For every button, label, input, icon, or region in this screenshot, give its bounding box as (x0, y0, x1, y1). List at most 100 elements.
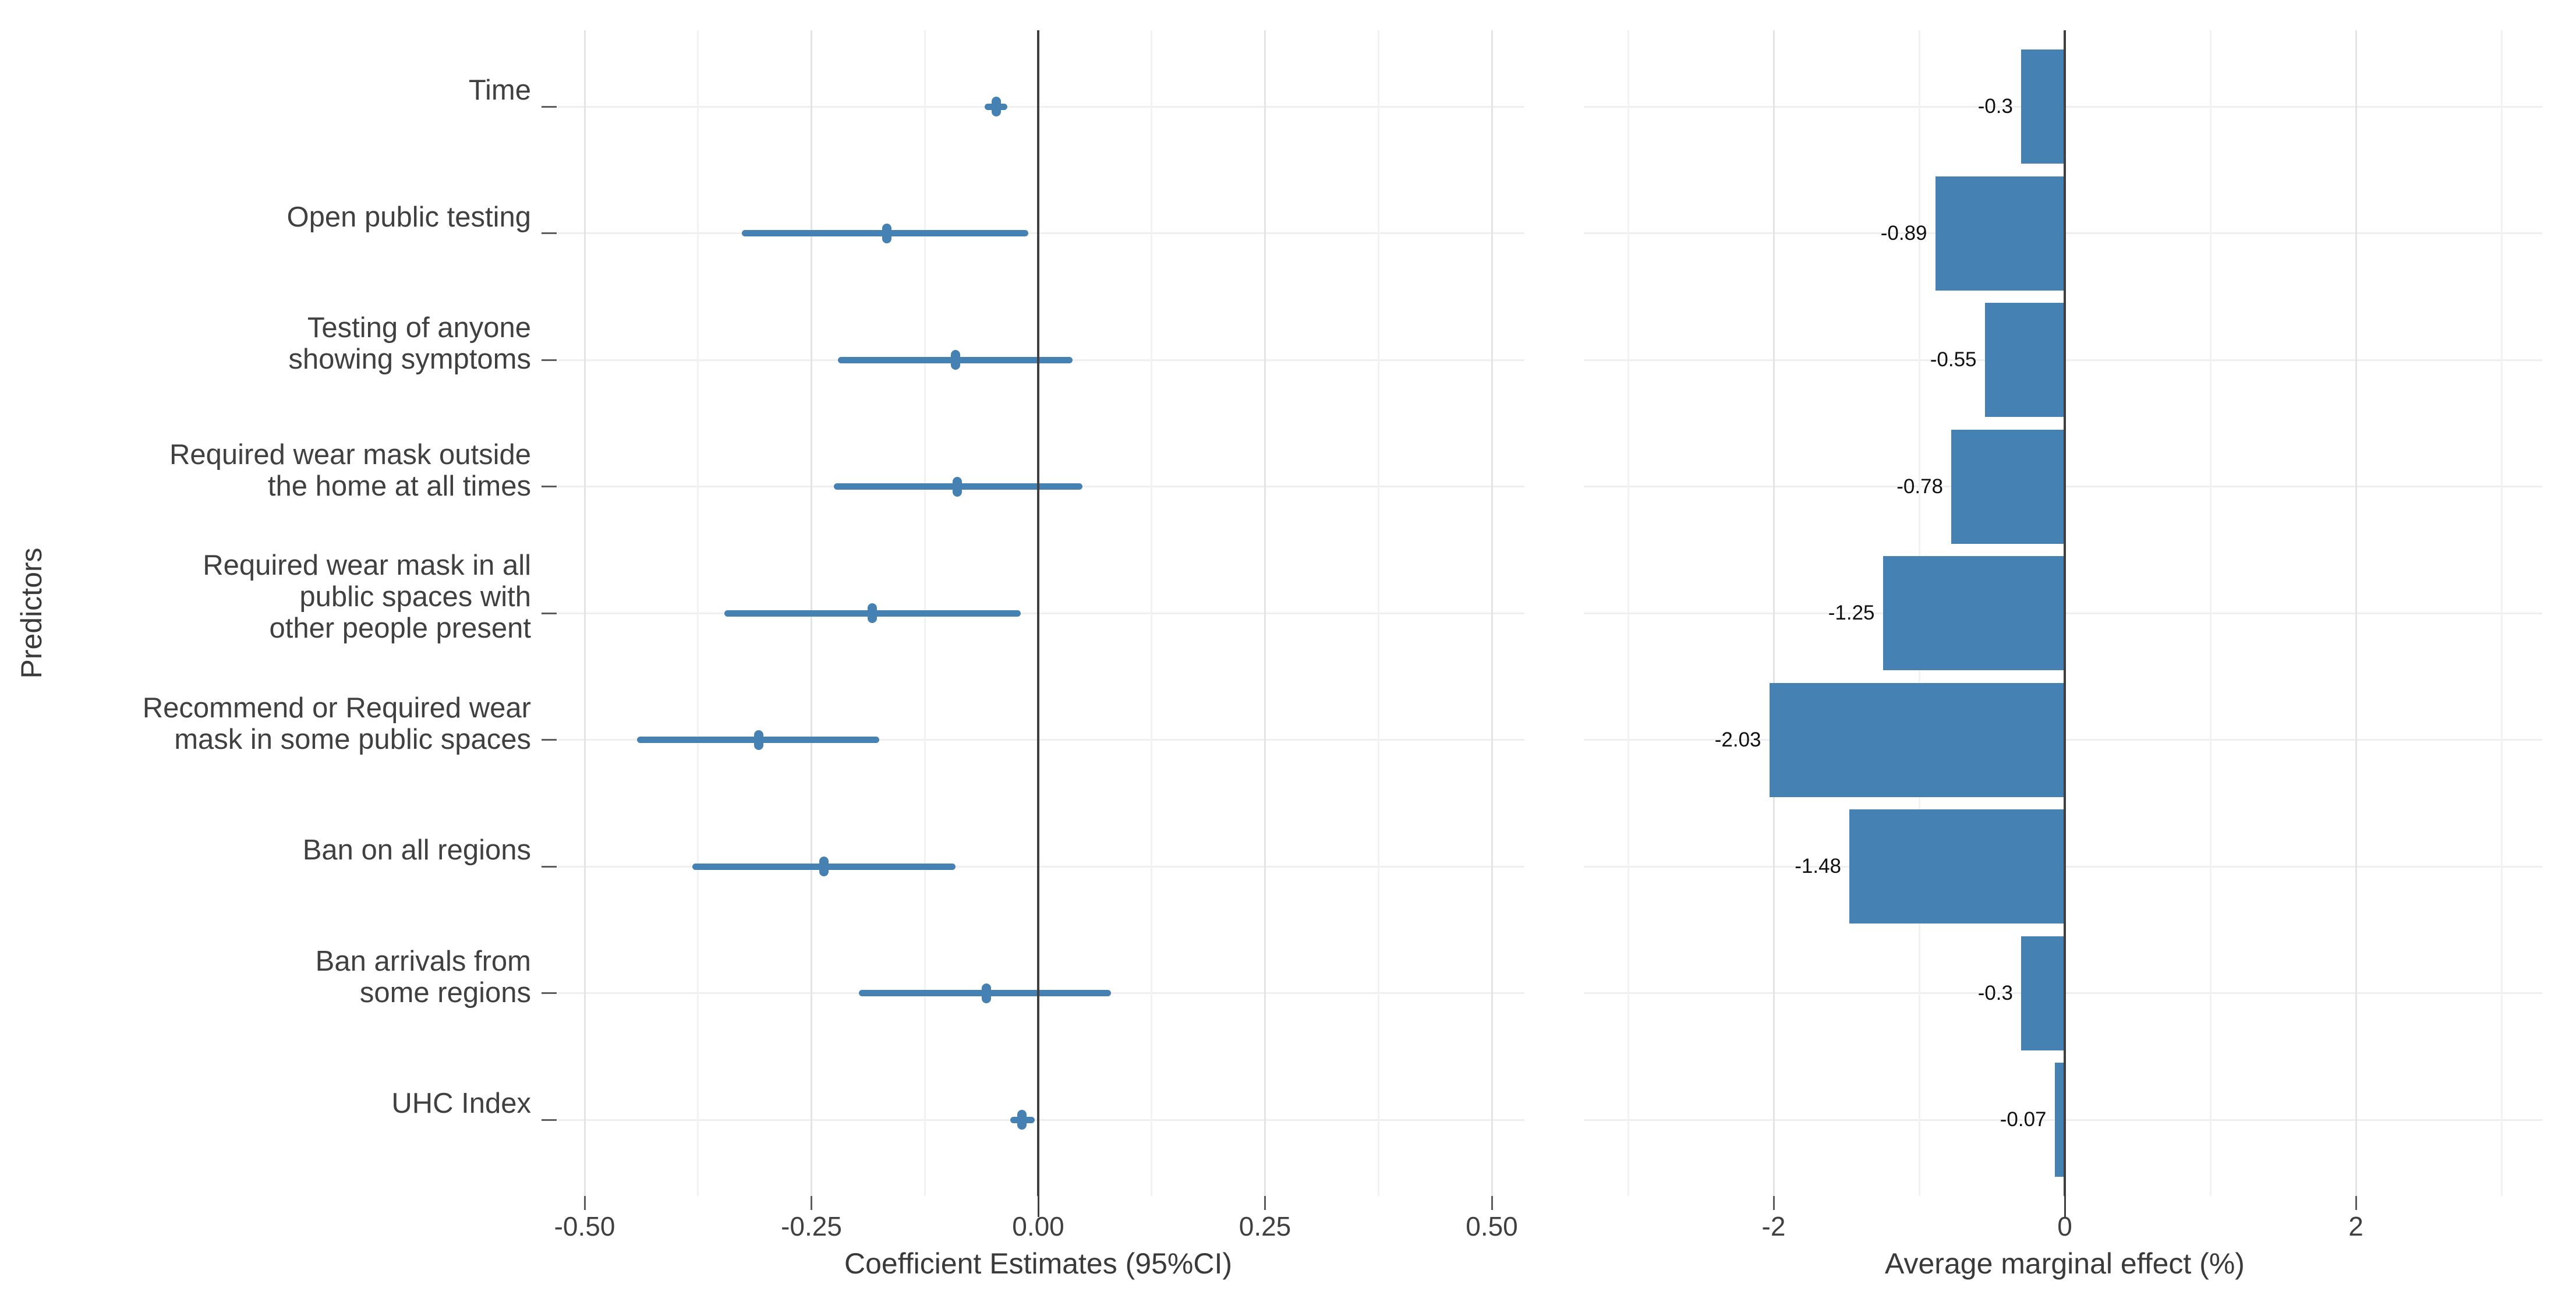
horizontal-gridline (558, 612, 1524, 614)
major-gridline (1772, 30, 1775, 1196)
major-gridline (2355, 30, 2357, 1196)
right-x-axis-title: Average marginal effect (%) (1885, 1247, 2245, 1280)
minor-gridline (1377, 30, 1379, 1196)
bar (1951, 429, 2065, 544)
bar-value-label: -0.3 (1977, 95, 2013, 118)
left-x-axis-title: Coefficient Estimates (95%CI) (844, 1247, 1232, 1280)
point-estimate-marker (882, 223, 891, 243)
bar-value-label: -1.25 (1828, 601, 1875, 624)
category-label-line: Ban arrivals from (315, 945, 531, 977)
major-gridline (1264, 30, 1266, 1196)
x-axis-tick-label: 0.25 (1239, 1211, 1291, 1241)
category-label-line: Recommend or Required wear (142, 692, 531, 724)
category-label-line: showing symptoms (288, 344, 531, 375)
x-axis-tick (583, 1196, 586, 1210)
x-axis-tick-label: 0.00 (1012, 1211, 1064, 1241)
point-estimate-marker (819, 857, 829, 876)
x-axis-tick (1264, 1196, 1266, 1210)
x-axis-tick-label: 2 (2348, 1211, 2363, 1241)
point-estimate-marker (1017, 1110, 1027, 1130)
category-label: Ban on all regions (30, 834, 531, 866)
category-label: UHC Index (30, 1088, 531, 1119)
x-axis-tick-label: 0 (2057, 1211, 2072, 1241)
x-axis-tick-label: -0.50 (554, 1211, 615, 1241)
minor-gridline (1627, 30, 1629, 1196)
zero-reference-line (1037, 30, 1039, 1196)
category-label-line: Open public testing (286, 201, 532, 233)
bar-value-label: -2.03 (1714, 728, 1761, 751)
point-estimate-marker (867, 603, 877, 623)
category-label-line: other people present (269, 613, 532, 644)
category-label: Testing of anyone showing symptoms (30, 312, 531, 375)
x-axis-tick-label: -2 (1761, 1211, 1786, 1241)
major-gridline (583, 30, 586, 1196)
category-label-line: mask in some public spaces (174, 723, 531, 755)
bar-value-label: -0.89 (1880, 221, 1927, 245)
category-label-line: Ban on all regions (302, 834, 531, 866)
minor-gridline (1151, 30, 1153, 1196)
category-label: Ban arrivals from some regions (30, 946, 531, 1009)
category-label: Open public testing (30, 201, 532, 233)
horizontal-gridline (558, 865, 1524, 868)
bar (2021, 49, 2065, 164)
bar-value-label: -1.48 (1795, 855, 1841, 878)
bar (1984, 303, 2065, 417)
x-axis-tick (1772, 1196, 1775, 1210)
category-label-line: some regions (359, 976, 531, 1009)
category-label: Required wear mask in all public spaces w… (30, 550, 531, 644)
y-axis-tick (542, 739, 557, 741)
point-estimate-marker (953, 476, 963, 497)
y-axis-tick (542, 486, 557, 487)
x-axis-tick (2064, 1196, 2066, 1217)
y-axis-tick (542, 865, 557, 868)
minor-gridline (2209, 30, 2211, 1196)
y-axis-tick (542, 992, 557, 994)
horizontal-gridline (558, 105, 1524, 108)
bar (1849, 809, 2065, 924)
x-axis-tick (811, 1196, 812, 1210)
point-estimate-marker (951, 350, 961, 370)
category-label-line: Testing of anyone (307, 312, 531, 344)
y-axis-tick (542, 1119, 557, 1121)
category-label-line: Required wear mask outside (169, 438, 531, 470)
coefficient-estimates-panel (558, 30, 1524, 1196)
bar (2021, 936, 2065, 1050)
bar-value-label: -0.07 (2000, 1108, 2047, 1131)
horizontal-gridline (558, 739, 1524, 741)
point-estimate-marker (982, 983, 992, 1003)
bar (1769, 682, 2065, 797)
x-axis-tick (1491, 1196, 1493, 1210)
bar-value-label: -0.3 (1977, 981, 2013, 1004)
minor-gridline (697, 30, 699, 1196)
y-axis-tick (542, 359, 557, 361)
average-marginal-effect-panel (1584, 30, 2542, 1196)
horizontal-gridline (558, 1119, 1524, 1121)
point-estimate-marker (754, 730, 764, 750)
zero-reference-line (2064, 30, 2066, 1196)
point-estimate-marker (992, 97, 1002, 116)
bar (1935, 176, 2065, 291)
category-label: Required wear mask outside the home at al… (30, 439, 531, 502)
horizontal-gridline (558, 232, 1524, 234)
category-label-line: Required wear mask in all (203, 550, 531, 581)
major-gridline (1491, 30, 1493, 1196)
category-label-line: Time (468, 75, 531, 106)
category-label: Recommend or Required wear mask in some p… (30, 692, 531, 755)
bar-value-label: -0.55 (1930, 348, 1977, 371)
y-axis-tick (542, 612, 557, 614)
bar (2054, 1063, 2065, 1177)
category-label-line: public spaces with (299, 581, 531, 613)
bar-value-label: -0.78 (1896, 475, 1943, 498)
x-axis-tick (1037, 1196, 1039, 1217)
category-label-line: UHC Index (391, 1088, 531, 1119)
x-axis-tick-label: -0.25 (781, 1211, 842, 1241)
bar (1883, 556, 2065, 670)
x-axis-tick (2355, 1196, 2357, 1210)
x-axis-tick-label: 0.50 (1466, 1211, 1518, 1241)
y-axis-tick (542, 105, 557, 108)
category-label: Time (30, 75, 531, 106)
category-label-line: the home at all times (267, 470, 531, 502)
minor-gridline (2500, 30, 2503, 1196)
y-axis-tick (542, 232, 557, 234)
